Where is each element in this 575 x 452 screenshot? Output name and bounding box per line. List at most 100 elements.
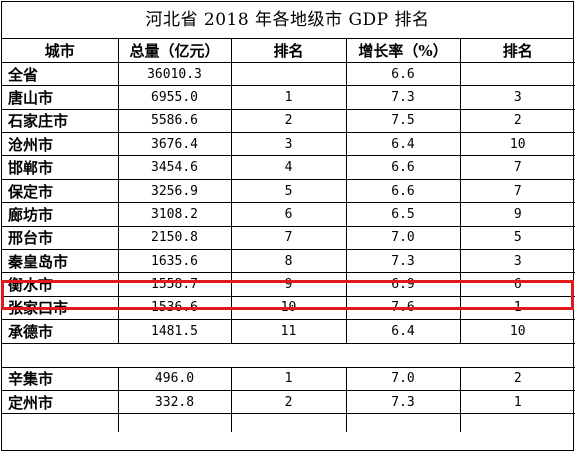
cell-growth: 7.5 (346, 109, 461, 134)
cell-growth: 6.5 (346, 202, 461, 227)
cell-growth-rank: 2 (460, 367, 575, 391)
cell-growth: 6.6 (346, 155, 461, 180)
cell-growth: 7.0 (346, 226, 461, 251)
table-row: 石家庄市 5586.6 2 7.5 2 (2, 109, 575, 134)
cell-growth: 7.3 (346, 249, 461, 274)
header-total: 总量（亿元） (118, 39, 232, 63)
cell-city: 辛集市 (2, 367, 119, 391)
cell-growth: 7.6 (346, 296, 461, 321)
cell-city: 全省 (2, 62, 119, 87)
empty-cell (231, 413, 347, 432)
cell-total-rank: 1 (231, 85, 347, 110)
cell-growth-rank: 3 (460, 85, 575, 110)
cell-growth: 7.0 (346, 367, 461, 391)
cell-total-rank: 1 (231, 367, 347, 391)
cell-growth-rank: 1 (460, 296, 575, 321)
cell-total: 332.8 (118, 390, 232, 415)
cell-city: 秦皇岛市 (2, 249, 119, 274)
cell-city: 邯郸市 (2, 155, 119, 180)
table-row: 邢台市 2150.8 7 7.0 5 (2, 226, 575, 251)
cell-growth-rank: 7 (460, 155, 575, 180)
cell-growth-rank: 6 (460, 272, 575, 297)
table-row: 承德市 1481.5 11 6.4 10 (2, 319, 575, 344)
gdp-table: 城市 总量（亿元） 排名 增长率（%） 排名 全省 36010.3 6.6 唐山市 69… (2, 39, 575, 432)
cell-growth: 6.4 (346, 132, 461, 157)
cell-city: 邢台市 (2, 226, 119, 251)
cell-city: 唐山市 (2, 85, 119, 110)
table-row: 保定市 3256.9 5 6.6 7 (2, 179, 575, 204)
cell-growth-rank: 9 (460, 202, 575, 227)
table-row: 辛集市 496.0 1 7.0 2 (2, 367, 575, 391)
cell-city: 廊坊市 (2, 202, 119, 227)
cell-growth-rank: 7 (460, 179, 575, 204)
blank-cell (2, 343, 575, 368)
table-row: 沧州市 3676.4 3 6.4 10 (2, 132, 575, 157)
cell-growth-rank: 3 (460, 249, 575, 274)
cell-total-rank: 2 (231, 109, 347, 134)
table-row: 唐山市 6955.0 1 7.3 3 (2, 85, 575, 110)
cell-growth-rank: 5 (460, 226, 575, 251)
cell-growth-rank: 10 (460, 319, 575, 344)
blank-separator-row (2, 343, 575, 368)
table-row: 秦皇岛市 1635.6 8 7.3 3 (2, 249, 575, 274)
cell-city: 张家口市 (2, 296, 119, 321)
cell-total-rank: 5 (231, 179, 347, 204)
cell-total-rank: 8 (231, 249, 347, 274)
cell-total: 5586.6 (118, 109, 232, 134)
cell-total-rank: 9 (231, 272, 347, 297)
cell-total-rank: 4 (231, 155, 347, 180)
cell-total: 3454.6 (118, 155, 232, 180)
cell-total: 6955.0 (118, 85, 232, 110)
cell-city: 定州市 (2, 390, 119, 415)
empty-cell (346, 413, 461, 432)
cell-total: 1536.6 (118, 296, 232, 321)
cell-total: 1558.7 (118, 272, 232, 297)
cell-total-rank: 6 (231, 202, 347, 227)
empty-cell (460, 414, 575, 432)
header-city: 城市 (2, 39, 119, 63)
cell-growth-rank: 1 (460, 390, 575, 415)
cell-total-rank: 7 (231, 226, 347, 251)
cell-growth: 6.9 (346, 272, 461, 297)
cell-total-rank: 3 (231, 132, 347, 157)
cell-total-rank: 10 (231, 296, 347, 321)
header-growth: 增长率（%） (346, 39, 461, 63)
cell-growth: 6.6 (346, 179, 461, 204)
cell-city: 沧州市 (2, 132, 119, 157)
cell-total: 3256.9 (118, 179, 232, 204)
table-row: 张家口市 1536.6 10 7.6 1 (2, 296, 575, 321)
table-row: 邯郸市 3454.6 4 6.6 7 (2, 155, 575, 180)
cell-growth: 7.3 (346, 85, 461, 110)
cell-city: 承德市 (2, 319, 119, 344)
empty-cell (2, 413, 119, 432)
cell-city: 保定市 (2, 179, 119, 204)
cell-total: 496.0 (118, 367, 232, 391)
cell-growth: 6.4 (346, 319, 461, 344)
cell-city: 石家庄市 (2, 109, 119, 134)
cell-city: 衡水市 (2, 272, 119, 297)
cell-growth-rank: 2 (460, 109, 575, 134)
table-title: 河北省 2018 年各地级市 GDP 排名 (2, 2, 573, 39)
header-growth-rank: 排名 (460, 39, 575, 63)
table-row: 廊坊市 3108.2 6 6.5 9 (2, 202, 575, 227)
cell-growth: 7.3 (346, 390, 461, 415)
empty-trailing-row (2, 413, 575, 432)
cell-total: 1481.5 (118, 319, 232, 344)
cell-total: 3676.4 (118, 132, 232, 157)
cell-growth: 6.6 (346, 62, 461, 87)
header-total-rank: 排名 (231, 39, 347, 63)
cell-total-rank: 2 (231, 390, 347, 415)
table-row: 全省 36010.3 6.6 (2, 62, 575, 87)
cell-total-rank (231, 62, 347, 87)
cell-total: 2150.8 (118, 226, 232, 251)
cell-total: 3108.2 (118, 202, 232, 227)
cell-growth-rank: 10 (460, 132, 575, 157)
table-row: 定州市 332.8 2 7.3 1 (2, 390, 575, 415)
empty-cell (118, 413, 232, 432)
cell-total: 1635.6 (118, 249, 232, 274)
cell-growth-rank (460, 62, 575, 87)
cell-total-rank: 11 (231, 319, 347, 344)
cell-total: 36010.3 (118, 62, 232, 87)
table-header-row: 城市 总量（亿元） 排名 增长率（%） 排名 (2, 39, 575, 63)
